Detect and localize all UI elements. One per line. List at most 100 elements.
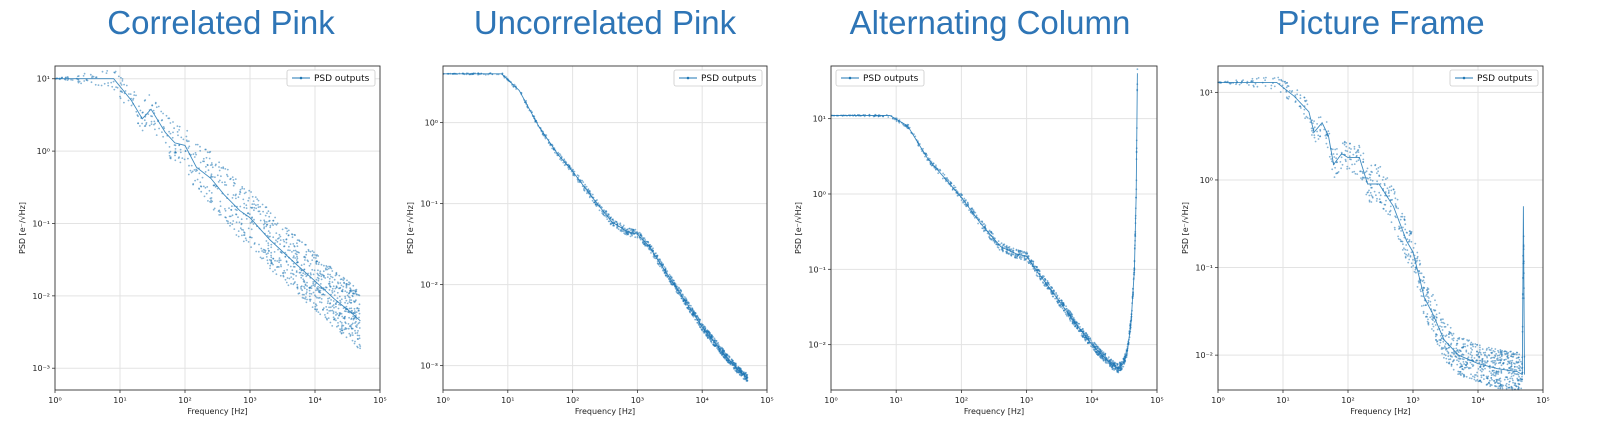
series-point [1129,324,1132,326]
series-point [272,263,274,266]
series-point [344,295,346,298]
series-point [1512,371,1515,373]
series-point [95,76,97,79]
series-point [644,243,646,245]
series-point [1134,230,1137,233]
series-point [354,329,356,332]
series-point [1135,147,1138,150]
series-point [983,230,985,233]
series-point [616,227,619,230]
series-point [343,282,346,285]
series-point [718,349,721,351]
series-point [1132,292,1134,294]
series-point [322,308,324,311]
series-point [1130,313,1133,315]
series-point [643,237,646,240]
series-point [335,314,337,316]
series-point [534,118,536,120]
series-point [582,181,585,184]
series-point [1465,375,1468,378]
series-point [101,70,104,73]
series-point [1443,345,1446,348]
series-point [290,282,292,285]
series-point [1090,339,1092,342]
series-point [627,230,630,233]
x-tick-label: 10³ [1020,396,1033,405]
series-point [203,195,206,198]
series-point [1261,81,1264,84]
series-point [1109,363,1111,366]
series-point [231,176,234,179]
series-point [305,291,308,293]
series-point [245,218,248,220]
series-point [949,182,952,185]
series-point [326,302,329,304]
series-point [724,356,727,358]
series-point [1366,167,1369,170]
series-point [990,234,993,237]
series-point [1272,82,1274,84]
series-point [272,257,275,260]
series-point [1431,328,1433,330]
series-point [1074,323,1077,326]
series-point [356,334,359,337]
series-point [339,282,342,284]
series-point [1470,359,1473,362]
series-point [58,77,61,80]
series-point [264,206,267,209]
series-point [187,157,189,160]
series-point [1306,116,1309,119]
series-point [1031,265,1034,267]
chart-heading-3: Alternating Column [849,4,1131,41]
series-point [303,256,305,258]
series-point [284,271,286,274]
series-point [303,293,305,296]
series-point [306,285,308,287]
series-point [663,271,666,274]
series-point [158,127,161,130]
series-point [183,158,186,161]
series-point [1480,376,1483,379]
series-point [497,73,500,76]
series-point [268,219,271,222]
series-point [242,240,245,243]
series-point [119,82,122,84]
series-point [205,148,207,151]
series-point [359,347,361,350]
series-point [332,304,335,306]
series-point [900,121,903,124]
series-point [1506,363,1509,366]
series-point [144,99,147,101]
series-point [1117,371,1119,373]
series-point [301,274,304,277]
series-point [723,350,726,352]
series-point [1426,313,1429,315]
series-point [279,235,282,238]
series-point [319,283,322,285]
series-point [318,291,321,294]
series-point [1320,124,1323,126]
series-point [1416,257,1419,260]
series-point [66,76,69,78]
series-point [278,266,280,268]
series-point [1110,358,1113,361]
series-point [551,147,553,150]
series-point [965,205,968,207]
series-point [1051,286,1053,289]
series-point [607,214,609,217]
series-point [317,269,319,272]
series-point [588,190,591,192]
series-point [1401,215,1404,218]
series-point [315,289,317,292]
series-point [288,277,291,280]
series-point [1312,129,1315,131]
series-point [1458,355,1461,358]
series-point [254,196,257,199]
series-point [1470,341,1473,344]
series-point [1447,351,1450,354]
series-point [654,252,656,255]
series-point [1520,387,1523,390]
series-point [205,156,208,159]
series-point [1341,163,1344,166]
series-point [1323,128,1326,131]
